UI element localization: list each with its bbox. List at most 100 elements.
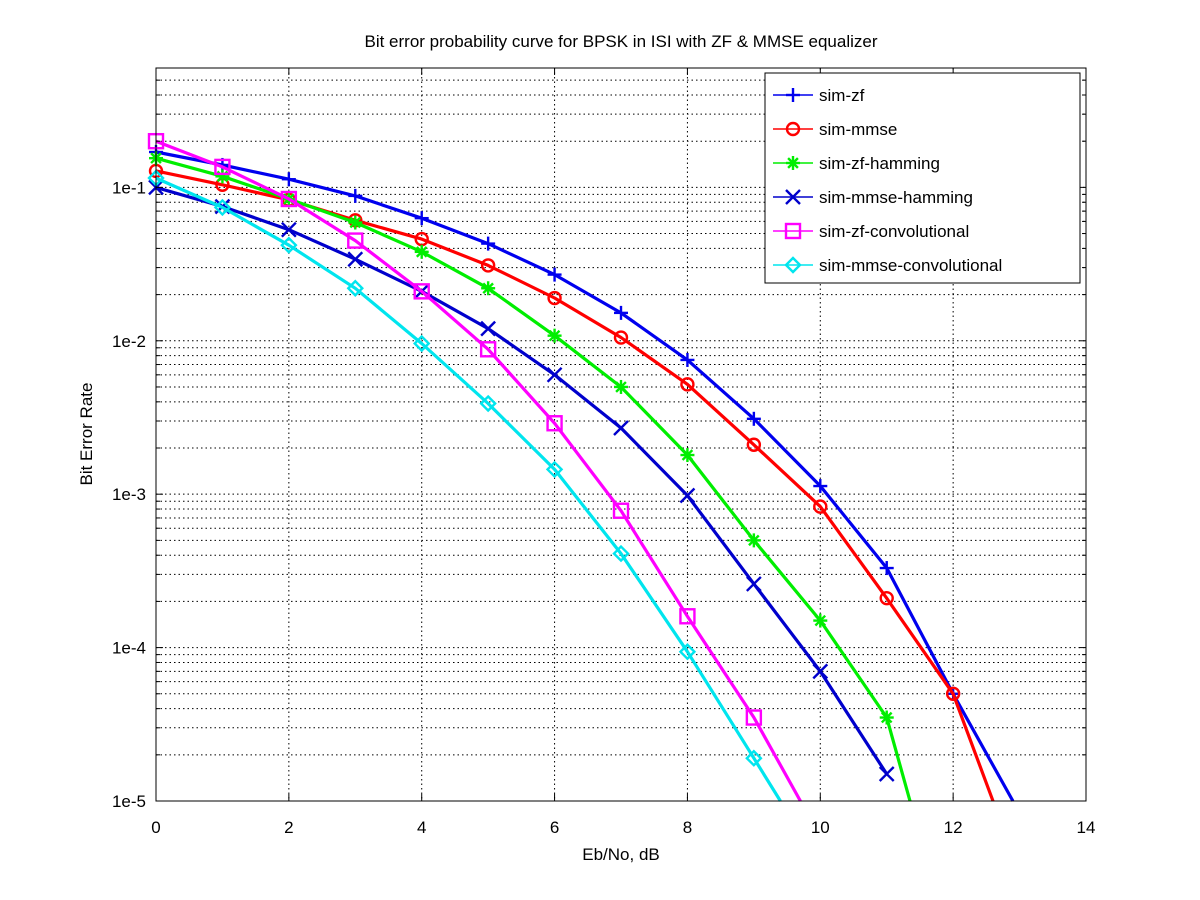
circle-marker [480, 258, 496, 273]
legend-label: sim-zf-hamming [819, 154, 940, 173]
star-marker-d2 [415, 246, 428, 258]
square-marker [745, 709, 763, 726]
data-point [612, 544, 630, 563]
legend: sim-zf sim-mmse sim-zf-hamming sim-mmse-ham… [764, 72, 1081, 284]
legend-entry: sim-mmse-hamming [773, 188, 973, 207]
x-marker-d2 [546, 366, 563, 383]
legend-label: sim-mmse [819, 120, 897, 139]
data-point [481, 281, 496, 296]
x-tick-label: 4 [417, 818, 426, 837]
data-point [481, 236, 496, 251]
series-line [155, 139, 802, 802]
star-marker-d2 [814, 614, 827, 627]
y-tick-label: 1e-2 [112, 332, 146, 351]
data-point [813, 499, 828, 514]
data-point [613, 330, 629, 345]
data-point [547, 267, 562, 282]
data-point [479, 341, 497, 358]
series-sim-mmse-convolutional [147, 169, 782, 802]
circle-marker [945, 686, 961, 701]
series-lines [147, 132, 1015, 802]
diamond-marker [745, 749, 763, 767]
data-point [612, 502, 630, 519]
data-point [785, 121, 801, 137]
x-tick-label: 6 [550, 818, 559, 837]
y-tick-label: 1e-5 [112, 792, 146, 811]
x-tick-label: 8 [683, 818, 692, 837]
diamond-marker [612, 544, 630, 563]
data-point [786, 156, 800, 170]
x-marker-d2 [679, 487, 696, 504]
data-point [348, 215, 363, 230]
x-marker-d2 [347, 251, 364, 268]
x-marker-d2 [613, 420, 629, 436]
ticks: 0 2 4 6 8 10 12 14 1e-5 1e-4 1e-3 1e-2 1e-1 [112, 68, 1095, 837]
data-point [547, 290, 562, 306]
legend-entry: sim-zf-hamming [773, 154, 940, 173]
circle-marker [813, 499, 828, 514]
y-tick-label: 1e-1 [112, 178, 146, 197]
data-point [678, 643, 697, 661]
data-point [614, 305, 628, 320]
y-axis-label: Bit Error Rate [77, 383, 96, 486]
x-tick-label: 2 [284, 818, 293, 837]
data-point [480, 320, 496, 337]
x-marker-d2 [878, 766, 895, 782]
data-point [281, 221, 297, 238]
diamond-marker [479, 394, 497, 413]
legend-label: sim-zf [819, 86, 865, 105]
data-point [746, 411, 761, 426]
circle-marker [547, 290, 562, 306]
star-marker-d2 [548, 329, 561, 342]
y-tick-label: 1e-3 [112, 485, 146, 504]
star-marker-d2 [615, 381, 627, 393]
chart-title: Bit error probability curve for BPSK in … [364, 32, 877, 51]
legend-entry: sim-zf [773, 86, 865, 105]
data-point [680, 377, 695, 392]
x-tick-label: 10 [811, 818, 830, 837]
square-marker [280, 190, 298, 208]
x-tick-label: 0 [151, 818, 160, 837]
circle-marker [746, 437, 762, 452]
x-tick-label: 12 [944, 818, 963, 837]
x-marker-d2 [281, 221, 297, 238]
data-point [281, 172, 296, 187]
x-marker-d2 [785, 189, 801, 205]
square-marker [679, 608, 696, 625]
data-point [785, 189, 801, 205]
x-axis-label: Eb/No, dB [582, 845, 660, 864]
axes-frame [155, 67, 1087, 802]
data-point [879, 590, 894, 606]
diamond-marker [413, 334, 431, 353]
y-tick-label: 1e-4 [112, 639, 146, 658]
diamond-marker [213, 198, 232, 217]
data-point [348, 188, 363, 203]
data-point [545, 460, 564, 479]
data-point [413, 283, 430, 300]
data-point [679, 608, 696, 625]
data-point [214, 158, 231, 176]
data-point [346, 279, 364, 297]
star-marker-d2 [880, 711, 893, 724]
data-point [546, 366, 563, 383]
x-marker-d2 [480, 320, 496, 337]
circle-marker [879, 590, 894, 606]
data-point [614, 379, 628, 394]
series-line [155, 176, 782, 802]
diamond-marker [280, 236, 298, 254]
data-point [414, 244, 429, 259]
data-point [746, 437, 762, 452]
circle-marker [680, 377, 695, 392]
data-point [745, 749, 763, 767]
data-point [786, 88, 800, 102]
star-marker-d2 [681, 449, 694, 461]
data-point [347, 251, 364, 268]
diamond-marker [346, 279, 364, 297]
series-line [155, 185, 889, 775]
circle-marker [785, 121, 801, 137]
square-marker [546, 415, 563, 432]
x-marker-d2 [812, 663, 829, 680]
legend-label: sim-mmse-convolutional [819, 256, 1002, 275]
data-point [746, 533, 761, 548]
